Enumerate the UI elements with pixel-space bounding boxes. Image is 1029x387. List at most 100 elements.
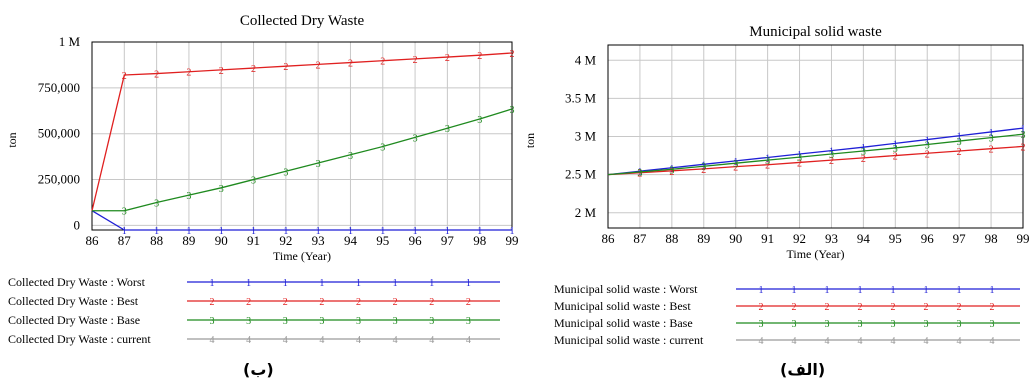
legend-marker: 4 — [393, 335, 398, 346]
data-marker: 1 — [477, 226, 482, 237]
legend-marker: 3 — [246, 316, 251, 327]
legend-marker: 1 — [210, 278, 215, 289]
legend-marker: 4 — [246, 335, 251, 346]
legend-marker: 2 — [990, 302, 995, 313]
data-marker: 3 — [733, 159, 738, 170]
legend-marker: 4 — [356, 335, 361, 346]
x-tick-label: 96 — [921, 231, 935, 246]
series-line-base — [607, 133, 1024, 176]
legend-marker: 4 — [319, 335, 324, 346]
data-marker: 1 — [219, 226, 224, 237]
data-marker: 2 — [413, 55, 418, 66]
data-marker: 1 — [957, 132, 962, 143]
data-marker: 1 — [283, 226, 288, 237]
data-marker: 2 — [186, 68, 191, 79]
legend-marker: 1 — [429, 278, 434, 289]
data-marker: 3 — [669, 165, 674, 176]
data-marker: 3 — [380, 143, 385, 154]
legend-marker: 2 — [891, 302, 896, 313]
legend-marker: 2 — [429, 297, 434, 308]
legend-label: Collected Dry Waste : Base — [8, 313, 140, 327]
y-tick-label: 1 M — [59, 34, 81, 49]
legend-marker: 4 — [759, 336, 764, 347]
data-marker: 1 — [893, 139, 898, 150]
data-marker: 3 — [445, 124, 450, 135]
legend-marker: 4 — [990, 336, 995, 347]
data-marker: 2 — [893, 152, 898, 163]
legend-marker: 2 — [792, 302, 797, 313]
x-tick-label: 97 — [953, 231, 967, 246]
x-tick-label: 92 — [279, 233, 292, 248]
legend-marker: 1 — [891, 285, 896, 296]
collected-dry-waste-chart: Collected Dry Waste 86 87 88 89 90 91 92 93 94 95 9… — [5, 13, 519, 346]
data-marker: 3 — [477, 115, 482, 126]
data-marker: 1 — [1021, 124, 1026, 135]
data-marker: 3 — [510, 105, 515, 116]
legend-label: Municipal solid waste : Best — [554, 299, 691, 313]
y-tick-label: 750,000 — [38, 80, 80, 95]
data-marker: 1 — [413, 226, 418, 237]
y-axis-label: ton — [523, 133, 537, 148]
data-marker: 2 — [445, 53, 450, 64]
data-marker: 3 — [283, 167, 288, 178]
legend-marker: 2 — [466, 297, 471, 308]
y-tick-label: 3.5 M — [565, 90, 597, 105]
legend-marker: 3 — [759, 319, 764, 330]
x-tick-label: 96 — [409, 233, 423, 248]
data-marker: 3 — [765, 156, 770, 167]
data-marker: 1 — [510, 226, 515, 237]
x-tick-label: 90 — [215, 233, 228, 248]
legend-marker: 4 — [825, 336, 830, 347]
data-marker: 2 — [733, 163, 738, 174]
x-tick-label: 89 — [182, 233, 195, 248]
legend-marker: 4 — [429, 335, 434, 346]
data-marker: 3 — [251, 176, 256, 187]
legend-marker: 3 — [319, 316, 324, 327]
x-tick-label: 98 — [985, 231, 998, 246]
x-tick-label: 94 — [857, 231, 871, 246]
x-tick-label: 88 — [150, 233, 163, 248]
y-tick-label: 0 — [74, 217, 81, 232]
data-marker: 2 — [154, 70, 159, 81]
legend-marker: 1 — [283, 278, 288, 289]
caption-left: (ب) — [243, 360, 274, 379]
y-tick-label: 2 M — [575, 205, 597, 220]
data-marker: 3 — [957, 137, 962, 148]
x-tick-label: 93 — [825, 231, 838, 246]
series-line-best — [91, 52, 513, 211]
y-axis-label: ton — [5, 132, 19, 147]
data-marker: 1 — [445, 226, 450, 237]
x-tick-label: 87 — [633, 231, 647, 246]
legend-marker: 4 — [957, 336, 962, 347]
data-marker: 1 — [251, 226, 256, 237]
data-marker: 2 — [316, 60, 321, 71]
legend-marker: 3 — [792, 319, 797, 330]
legend-marker: 2 — [246, 297, 251, 308]
legend-marker: 3 — [957, 319, 962, 330]
y-tick-label: 2.5 M — [565, 167, 597, 182]
legend-marker: 3 — [283, 316, 288, 327]
data-marker: 3 — [219, 184, 224, 195]
legend-marker: 1 — [792, 285, 797, 296]
data-marker: 3 — [861, 147, 866, 158]
legend-marker: 2 — [858, 302, 863, 313]
legend-label: Collected Dry Waste : Worst — [8, 275, 146, 289]
data-marker: 2 — [1021, 142, 1026, 153]
plot-frame — [607, 44, 1024, 229]
data-marker: 2 — [797, 158, 802, 169]
x-tick-label: 91 — [247, 233, 260, 248]
data-marker: 1 — [186, 226, 191, 237]
x-tick-label: 90 — [729, 231, 742, 246]
x-tick-label: 86 — [602, 231, 616, 246]
series-line-base — [92, 108, 513, 212]
data-marker: 3 — [122, 207, 127, 218]
data-marker: 2 — [510, 49, 515, 60]
x-tick-label: 91 — [761, 231, 774, 246]
legend-marker: 3 — [210, 316, 215, 327]
legend-marker: 4 — [792, 336, 797, 347]
legend-marker: 2 — [356, 297, 361, 308]
legend-marker: 4 — [858, 336, 863, 347]
legend-marker: 1 — [319, 278, 324, 289]
municipal-solid-waste-chart: Municipal solid waste 86 87 88 89 90 91 92 93 94 9… — [523, 24, 1029, 347]
data-marker: 1 — [380, 226, 385, 237]
